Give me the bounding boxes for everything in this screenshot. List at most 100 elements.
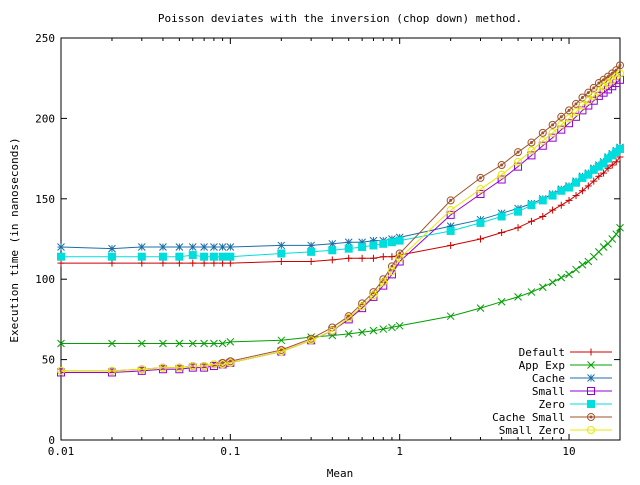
data-point — [277, 241, 286, 250]
data-point — [175, 259, 183, 267]
data-point — [137, 243, 146, 251]
data-point — [200, 362, 209, 371]
data-point — [277, 258, 285, 266]
data-point — [608, 235, 617, 243]
data-point — [188, 362, 197, 371]
data-point — [388, 253, 396, 261]
data-point — [218, 243, 227, 251]
data-point — [446, 312, 455, 321]
data-point — [548, 278, 557, 287]
data-point — [584, 182, 592, 190]
data-point — [107, 366, 116, 375]
data-point — [137, 365, 146, 374]
data-point — [476, 189, 485, 198]
data-point — [587, 387, 595, 395]
data-point — [587, 374, 595, 382]
data-point — [497, 170, 506, 179]
x-tick-label: 0.1 — [220, 445, 240, 458]
data-point — [175, 243, 184, 251]
data-point — [572, 192, 580, 200]
data-point — [218, 360, 227, 369]
data-point — [388, 323, 396, 332]
data-point — [189, 259, 197, 267]
series-cache — [57, 143, 624, 253]
data-point — [358, 243, 367, 252]
data-point — [210, 259, 218, 267]
legend-label: App Exp — [519, 359, 565, 372]
data-point — [616, 61, 624, 70]
data-point — [476, 173, 485, 182]
data-point — [307, 241, 315, 250]
data-point — [527, 201, 536, 210]
data-point — [514, 207, 523, 216]
data-point — [587, 400, 595, 408]
chart-title: Poisson deviates with the inversion (cho… — [158, 12, 522, 25]
data-point — [557, 186, 566, 195]
data-point — [379, 278, 388, 287]
data-point — [565, 270, 573, 279]
data-point — [344, 244, 353, 253]
data-point — [159, 339, 167, 348]
data-point — [538, 141, 547, 150]
series-zero — [57, 144, 624, 261]
data-point — [476, 235, 484, 243]
data-point — [345, 254, 353, 262]
x-tick-label: 1 — [396, 445, 403, 458]
data-point — [277, 249, 286, 258]
series-line — [61, 148, 621, 258]
series-line — [60, 146, 621, 250]
legend-entry: Cache — [532, 372, 612, 385]
data-point — [108, 339, 116, 348]
data-point — [328, 246, 337, 255]
data-point — [599, 243, 608, 251]
series-line — [61, 227, 621, 344]
data-point — [565, 106, 574, 115]
data-point — [587, 426, 595, 434]
data-point — [57, 243, 65, 251]
data-point — [226, 338, 235, 346]
data-point — [57, 339, 65, 348]
data-point — [616, 223, 624, 232]
data-point — [514, 157, 523, 166]
data-point — [565, 196, 573, 204]
data-point — [616, 69, 624, 78]
axes-layer: 0 50 100 150 200 250 0.01 0.1 1 10 — [35, 32, 621, 458]
data-point — [200, 259, 208, 267]
data-point — [446, 196, 455, 205]
y-tick-label: 100 — [35, 273, 55, 286]
data-point — [307, 336, 316, 345]
data-point — [497, 212, 506, 221]
data-point — [226, 358, 235, 367]
data-point — [395, 236, 404, 245]
data-point — [548, 128, 557, 137]
plot-area-border — [60, 37, 621, 441]
data-point — [578, 101, 587, 110]
data-point — [387, 262, 396, 271]
data-point — [158, 252, 167, 261]
data-point — [514, 293, 522, 301]
data-point — [565, 119, 574, 128]
data-point — [476, 185, 485, 194]
data-point — [557, 125, 566, 134]
data-point — [589, 96, 598, 105]
legend-entry: App Exp — [519, 359, 612, 372]
data-point — [307, 258, 315, 266]
data-point — [476, 218, 485, 227]
data-point — [578, 260, 587, 269]
data-point — [57, 252, 65, 261]
y-axis-label: Execution time (in nanoseconds) — [8, 137, 21, 342]
data-point — [578, 93, 587, 102]
data-point — [209, 252, 218, 261]
data-point — [557, 273, 566, 282]
y-tick-label: 150 — [35, 193, 55, 206]
data-point — [572, 99, 581, 108]
series-small-zero — [57, 69, 624, 375]
data-point — [446, 226, 455, 235]
data-point — [612, 230, 621, 239]
data-point — [369, 241, 378, 250]
data-point — [108, 259, 116, 267]
data-point — [608, 161, 616, 169]
data-point — [108, 244, 116, 253]
data-point — [572, 107, 581, 116]
